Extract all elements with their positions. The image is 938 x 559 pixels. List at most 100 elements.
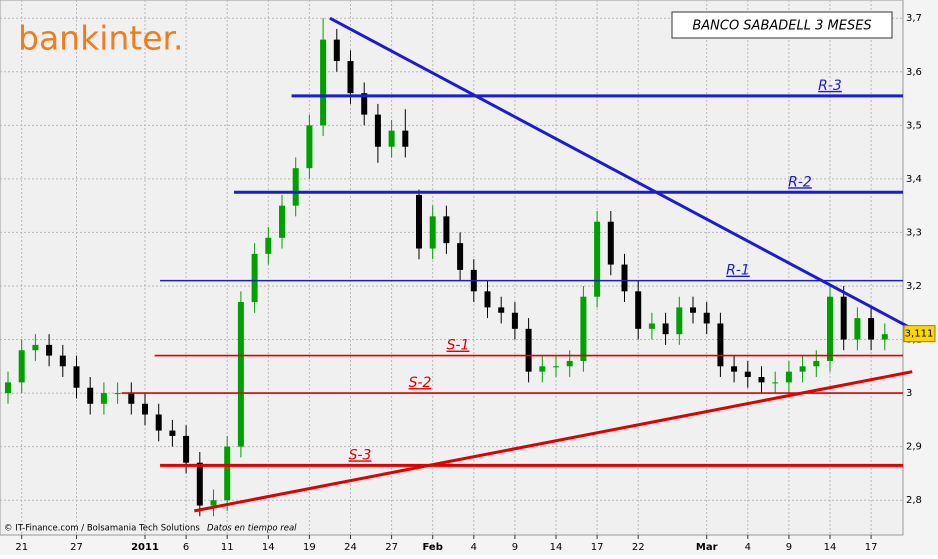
y-tick-label: 3,6 (906, 67, 922, 78)
logo: bankinter. (18, 19, 184, 58)
y-tick-label: 3,4 (906, 174, 922, 185)
y-tick-label: 3 (906, 388, 912, 399)
candle-body (32, 344, 39, 351)
candle-body (621, 264, 628, 292)
x-tick-label: 6 (183, 542, 189, 553)
candle-body (840, 296, 847, 340)
candle-body (443, 216, 450, 244)
x-tick-label: 17 (591, 542, 604, 553)
candle-body (18, 350, 25, 383)
candle-body (183, 435, 190, 463)
candle-body (59, 355, 66, 367)
x-tick-label: 2011 (131, 542, 159, 553)
candle-body (868, 318, 875, 340)
candle-body (333, 39, 340, 62)
y-tick-label: 2,9 (906, 442, 922, 453)
marks: R-3 R-2 R-1 S-1 S-2 S-3 (5, 16, 913, 517)
y-tick-label: 3,7 (906, 13, 922, 24)
candle-body (785, 371, 792, 383)
x-tick-label: 4 (471, 542, 477, 553)
x-tick-label: 14 (262, 542, 275, 553)
plot-area (0, 0, 904, 536)
x-tick-label: 17 (865, 542, 878, 553)
candle-body (854, 318, 861, 340)
candle-body (155, 414, 162, 431)
x-tick-label: 21 (15, 542, 28, 553)
candle-body (525, 328, 532, 372)
x-tick-label: 27 (70, 542, 83, 553)
y-tick-label: 2,8 (906, 495, 922, 506)
candle-body (635, 291, 642, 329)
level-label: S-1 (447, 338, 470, 354)
candle-body (374, 114, 381, 147)
level-label: R-3 (818, 78, 842, 94)
x-tick-label: Mar (696, 542, 718, 553)
level-label: S-2 (409, 375, 432, 391)
candle-body (224, 446, 231, 501)
candle-body (429, 216, 436, 249)
trend-line (329, 16, 913, 331)
candle-body (553, 366, 559, 368)
candle-body (292, 168, 299, 206)
candle-body (827, 296, 833, 361)
level-label: R-2 (788, 174, 812, 190)
x-tick-label: 9 (512, 542, 518, 553)
candle-body (388, 130, 395, 147)
candle-body (758, 377, 765, 383)
candle-body (498, 307, 505, 313)
candle-body (265, 237, 272, 254)
x-tick-label: Feb (423, 542, 443, 553)
trend-line (194, 370, 913, 513)
x-tick-label: 24 (344, 542, 357, 553)
candle-body (484, 291, 491, 308)
candle-body (580, 296, 587, 361)
candle-body (566, 360, 573, 367)
candle-body (799, 366, 806, 372)
candle-body (347, 61, 354, 94)
footer-note: Datos en tiempo real (207, 524, 297, 534)
level-label: S-3 (349, 447, 372, 463)
x-tick-label: 11 (221, 542, 234, 553)
candle-body (361, 93, 368, 115)
candle-body (648, 323, 655, 329)
x-tick-label: 19 (303, 542, 316, 553)
candle-body (594, 221, 601, 297)
footer: © IT-Finance.com / Bolsamania Tech Solut… (4, 524, 200, 534)
candle-body (511, 312, 518, 329)
y-tick-label: 3,5 (906, 120, 922, 131)
title-box (671, 11, 893, 39)
candle-body (114, 393, 121, 395)
x-tick-label: 14 (550, 542, 563, 553)
candle-body (237, 302, 244, 447)
x-tick-label: 22 (632, 542, 645, 553)
candle-body (744, 371, 751, 378)
candle-body (690, 307, 696, 313)
candle-body (676, 307, 683, 335)
candle-body (46, 344, 53, 356)
chart-title: BANCO SABADELL 3 MESES (692, 19, 871, 34)
x-tick-label: 27 (385, 542, 398, 553)
candle-body (142, 403, 148, 415)
candle-body (717, 323, 724, 367)
x-tick-label: 4 (745, 542, 751, 553)
candle-body (703, 312, 710, 324)
candle-body (662, 323, 669, 335)
candle-body (128, 393, 135, 404)
candle-body (169, 430, 176, 436)
candle-body (881, 334, 888, 340)
level-label: R-1 (726, 263, 750, 279)
candle-body (457, 243, 464, 270)
y-tick-label: 3,2 (906, 281, 922, 292)
candle-body (402, 130, 409, 147)
candle-body (87, 387, 94, 404)
last-price-label: 3,111 (905, 329, 934, 340)
y-tick-label: 3,3 (906, 227, 922, 238)
candle-body (607, 221, 614, 265)
candle-body (210, 500, 217, 506)
candle-body (5, 382, 11, 394)
x-tick-label: 9 (786, 542, 792, 553)
candle-body (731, 366, 738, 372)
candle-body (279, 205, 285, 238)
candle-body (306, 125, 313, 169)
